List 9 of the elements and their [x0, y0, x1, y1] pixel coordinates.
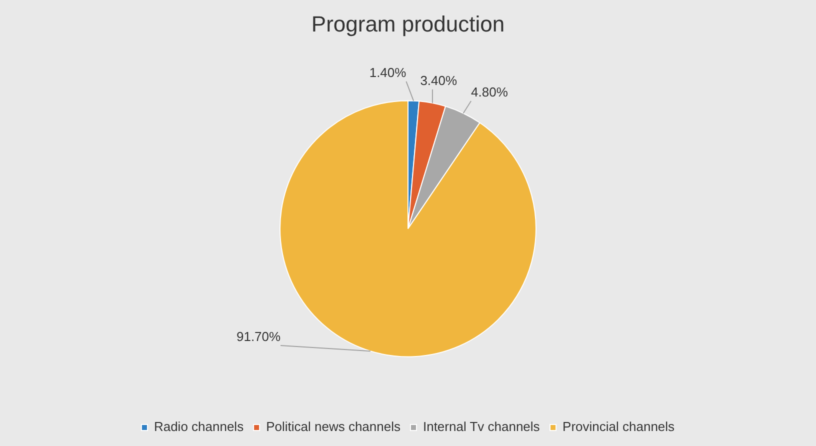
data-label: 3.40% — [420, 72, 458, 88]
legend-label: Radio channels — [154, 419, 244, 434]
data-label: 1.40% — [369, 64, 407, 80]
data-label: 4.80% — [471, 84, 508, 100]
chart-title: Program production — [311, 11, 505, 36]
data-label: 91.70% — [236, 329, 282, 344]
legend-label: Political news channels — [266, 419, 401, 434]
legend-label: Provincial channels — [562, 419, 676, 434]
legend-label: Internal Tv channels — [422, 419, 540, 434]
